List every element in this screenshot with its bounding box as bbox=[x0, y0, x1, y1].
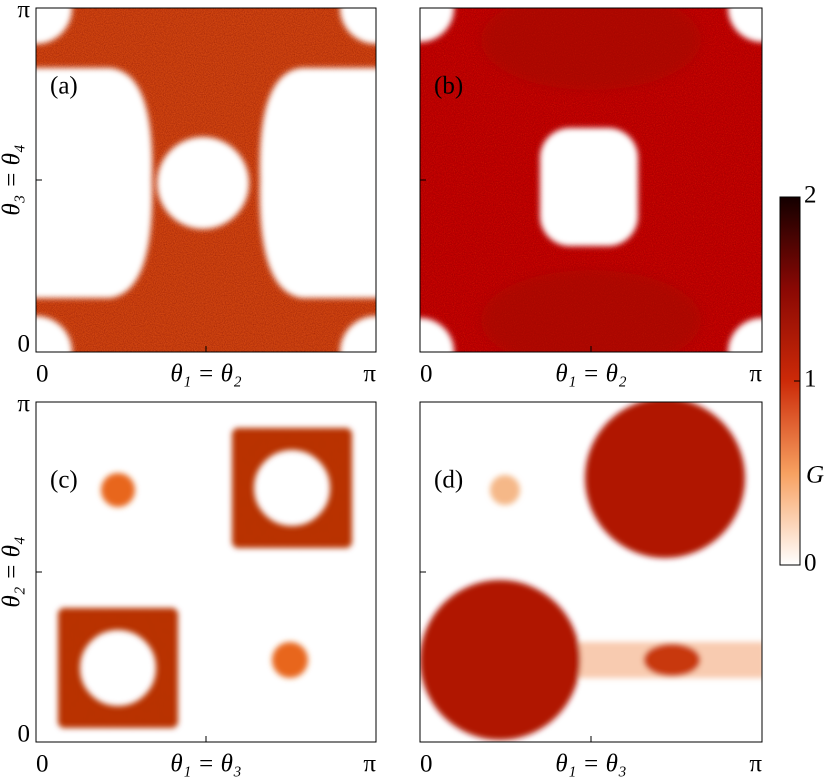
x-tick-label: π bbox=[363, 361, 376, 388]
colorbar-tick-label: 0 bbox=[804, 550, 817, 577]
y-tick-label: π bbox=[17, 0, 30, 24]
heatmap-a bbox=[36, 8, 376, 352]
y-tick-label: π bbox=[17, 391, 30, 418]
y-axis-label: θ₃ = θ₄ bbox=[0, 144, 26, 215]
x-axis-label: θ₁ = θ₃ bbox=[170, 751, 241, 778]
panel-label: (a) bbox=[50, 73, 78, 100]
y-tick-label: 0 bbox=[18, 721, 31, 748]
heatmap-b bbox=[420, 8, 762, 352]
x-tick-label: 0 bbox=[420, 751, 433, 778]
colorbar-label: G bbox=[806, 462, 824, 489]
x-tick-label: π bbox=[749, 361, 762, 388]
x-axis-label: θ₁ = θ₃ bbox=[555, 751, 626, 778]
panel-label: (d) bbox=[434, 467, 463, 494]
y-tick-label: 0 bbox=[18, 331, 31, 358]
x-axis-label: θ₁ = θ₂ bbox=[170, 361, 242, 388]
x-tick-label: 0 bbox=[36, 751, 49, 778]
colorbar-tick-label: 1 bbox=[804, 366, 817, 393]
colorbar-tick-label: 2 bbox=[804, 182, 817, 209]
x-tick-label: 0 bbox=[36, 361, 49, 388]
heatmap-d bbox=[420, 402, 762, 742]
x-tick-label: 0 bbox=[420, 361, 433, 388]
panel-label: (b) bbox=[434, 73, 463, 100]
panel-label: (c) bbox=[50, 467, 78, 494]
x-tick-label: π bbox=[363, 751, 376, 778]
y-axis-label: θ₂ = θ₄ bbox=[0, 536, 26, 607]
x-tick-label: π bbox=[749, 751, 762, 778]
x-axis-label: θ₁ = θ₂ bbox=[555, 361, 627, 388]
heatmap-c bbox=[36, 402, 376, 742]
